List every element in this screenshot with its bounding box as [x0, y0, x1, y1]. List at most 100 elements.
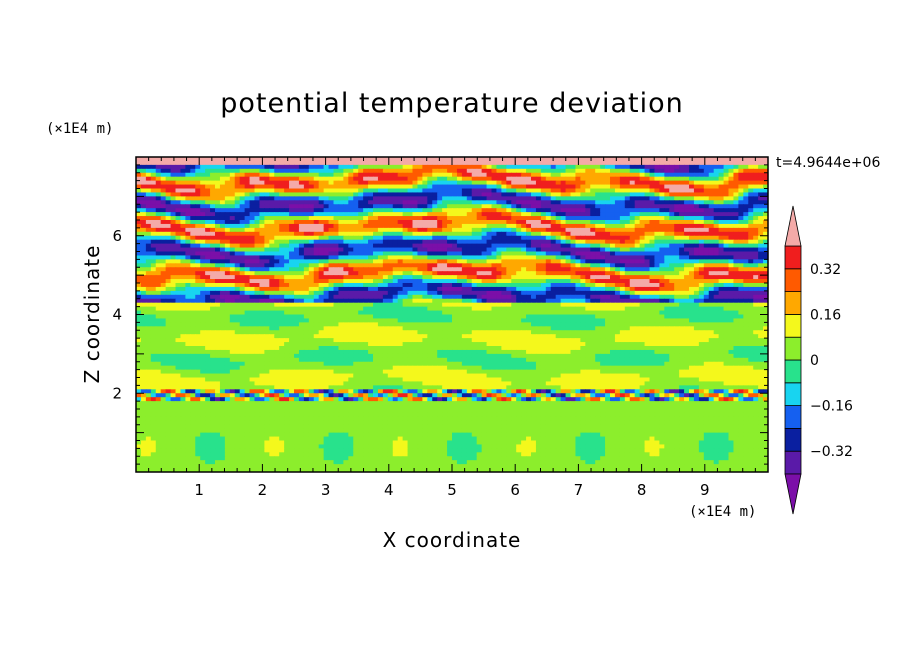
contour-cell: [693, 263, 700, 268]
contour-cell: [377, 243, 384, 249]
contour-cell: [723, 227, 730, 233]
contour-cell: [491, 251, 498, 257]
contour-cell: [610, 223, 616, 229]
contour-cell: [649, 188, 656, 194]
contour-cell: [259, 188, 265, 194]
contour-cell: [461, 204, 468, 209]
contour-cell: [684, 290, 690, 296]
contour-cell: [244, 263, 251, 268]
contour-cell: [585, 283, 591, 288]
contour-cell: [437, 172, 443, 178]
contour-cell: [634, 216, 641, 221]
contour-cell: [175, 243, 182, 249]
contour-cell: [140, 231, 147, 237]
contour-cell: [298, 283, 305, 288]
contour-cell: [205, 227, 211, 233]
contour-cell: [466, 160, 473, 166]
contour-cell: [595, 286, 601, 292]
contour-cell: [693, 176, 700, 182]
contour-cell: [535, 216, 542, 221]
contour-cell: [358, 279, 364, 284]
contour-cell: [540, 239, 547, 245]
contour-cell: [234, 180, 241, 186]
contour-cell: [689, 247, 695, 253]
contour-cell: [328, 294, 335, 300]
contour-cell: [669, 192, 675, 197]
contour-cell: [693, 168, 700, 174]
contour-cell: [313, 212, 320, 217]
contour-cell: [496, 279, 502, 284]
contour-cell: [733, 204, 739, 209]
contour-cell: [674, 212, 680, 217]
contour-cell: [595, 188, 601, 194]
contour-cell: [575, 220, 581, 225]
contour-cell: [605, 216, 611, 221]
contour-cell: [506, 239, 512, 245]
contour-cell: [244, 196, 251, 201]
contour-cell: [476, 220, 483, 225]
contour-cell: [343, 294, 349, 300]
contour-cell: [600, 200, 606, 205]
contour-cell: [303, 157, 310, 162]
contour-cell: [476, 157, 483, 162]
contour-cell: [550, 208, 557, 213]
contour-cell: [136, 196, 142, 201]
contour-cell: [723, 290, 730, 296]
contour-cell: [136, 216, 142, 221]
contour-cell: [175, 216, 182, 221]
contour-cell: [215, 267, 221, 272]
contour-cell: [595, 263, 601, 268]
contour-cell: [595, 259, 601, 264]
contour-cell: [313, 259, 320, 264]
contour-cell: [758, 298, 764, 304]
contour-cell: [565, 176, 572, 182]
contour-cell: [585, 216, 591, 221]
contour-cell: [136, 157, 142, 162]
contour-cell: [521, 247, 527, 253]
contour-cell: [654, 283, 660, 288]
contour-cell: [634, 263, 641, 268]
contour-cell: [348, 286, 354, 292]
contour-cell: [733, 157, 739, 162]
contour-cell: [763, 176, 768, 182]
contour-cell: [155, 160, 162, 166]
contour-cell: [397, 223, 404, 229]
contour-cell: [679, 184, 685, 190]
contour-cell: [358, 196, 364, 201]
contour-cell: [644, 231, 651, 237]
contour-cell: [649, 204, 656, 209]
contour-cell: [155, 239, 162, 245]
contour-cell: [610, 247, 616, 253]
contour-cell: [684, 267, 690, 272]
contour-cell: [659, 259, 665, 264]
contour-cell: [215, 216, 221, 221]
contour-cell: [224, 239, 231, 245]
contour-cell: [461, 235, 468, 241]
contour-cell: [447, 290, 453, 296]
contour-cell: [298, 223, 305, 229]
contour-cell: [595, 279, 601, 284]
contour-cell: [284, 227, 290, 233]
contour-cell: [195, 227, 201, 233]
contour-cell: [614, 188, 621, 194]
contour-cell: [155, 157, 162, 162]
contour-cell: [328, 184, 335, 190]
contour-cell: [333, 220, 340, 225]
contour-cell: [476, 294, 483, 300]
contour-cell: [753, 227, 759, 233]
contour-cell: [229, 196, 236, 201]
contour-cell: [377, 263, 384, 268]
contour-cell: [402, 294, 409, 300]
contour-cell: [170, 180, 177, 186]
contour-cell: [491, 231, 498, 237]
contour-cell: [244, 160, 251, 166]
contour-cell: [560, 235, 567, 241]
contour-cell: [738, 204, 744, 209]
contour-cell: [511, 188, 517, 194]
contour-cell: [145, 306, 152, 312]
contour-cell: [723, 192, 730, 197]
contour-cell: [452, 294, 458, 300]
contour-cell: [669, 188, 675, 194]
contour-cell: [605, 223, 611, 229]
contour-cell: [215, 275, 221, 280]
